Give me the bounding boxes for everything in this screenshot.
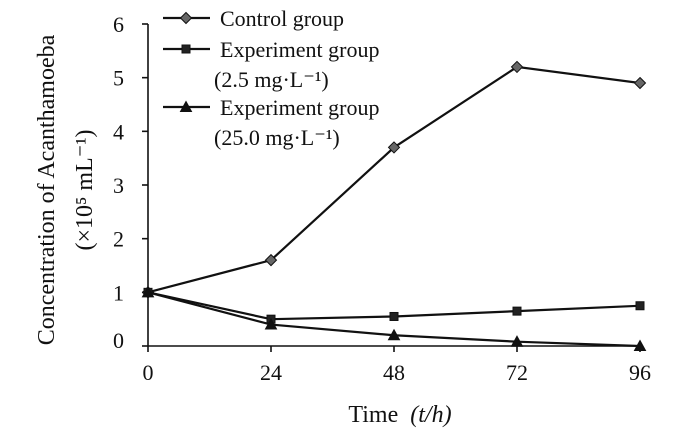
x-tick-label: 96 xyxy=(629,360,651,385)
legend-marker-diamond xyxy=(179,11,193,25)
y-tick-label: 2 xyxy=(113,227,124,252)
x-axis-label: Time xyxy=(348,402,398,428)
data-point-square xyxy=(389,311,399,321)
legend-entry-3: Experiment group (25.0 mg·L⁻¹) xyxy=(163,95,379,150)
y-axis-title-line1: Concentration of Acanthamoeba xyxy=(34,34,60,345)
data-point-diamond xyxy=(387,141,401,154)
legend-marker-square xyxy=(181,44,191,54)
series-3 xyxy=(141,285,647,351)
data-point-triangle xyxy=(387,328,401,341)
x-ticks: 0 24 48 72 96 xyxy=(143,346,651,385)
y-tick-label: 5 xyxy=(113,66,124,91)
x-tick-label: 72 xyxy=(506,360,528,385)
data-point-triangle xyxy=(633,339,647,351)
x-tick-label: 48 xyxy=(383,360,405,385)
data-point-diamond xyxy=(633,76,647,90)
legend-label: Control group xyxy=(220,6,344,31)
data-point-triangle xyxy=(510,335,524,347)
y-ticks: 0 1 2 3 4 5 6 xyxy=(113,12,148,353)
legend-marker-triangle xyxy=(179,100,193,112)
x-axis-title: Time (t/h) xyxy=(348,402,451,428)
data-point-square xyxy=(512,306,522,316)
x-tick-label: 24 xyxy=(260,360,282,385)
y-axis-title-line2: (×10⁵ mL⁻¹) xyxy=(72,129,98,250)
data-point-triangle xyxy=(141,285,155,298)
y-tick-label: 1 xyxy=(113,280,124,305)
data-point-square xyxy=(635,301,645,311)
x-axis-unit: (t/h) xyxy=(410,402,451,428)
y-tick-label: 4 xyxy=(113,119,124,144)
legend-label: (2.5 mg·L⁻¹) xyxy=(214,67,329,92)
data-point-diamond xyxy=(510,60,524,74)
data-point-diamond xyxy=(264,253,278,267)
series-2 xyxy=(143,287,645,324)
legend: Control group Experiment group (2.5 mg·L⁻¹… xyxy=(163,6,379,150)
legend-label: Experiment group xyxy=(220,95,379,120)
legend-entry-2: Experiment group (2.5 mg·L⁻¹) xyxy=(163,37,379,92)
x-tick-label: 0 xyxy=(143,360,154,385)
series-layer xyxy=(141,60,647,351)
series-1 xyxy=(141,60,647,299)
legend-label: Experiment group xyxy=(220,37,379,62)
y-tick-label: 3 xyxy=(113,173,124,198)
legend-entry-1: Control group xyxy=(163,6,344,31)
data-point-triangle xyxy=(264,317,278,330)
y-tick-label: 6 xyxy=(113,12,124,37)
y-tick-label: 0 xyxy=(113,328,124,353)
legend-label: (25.0 mg·L⁻¹) xyxy=(214,125,340,150)
